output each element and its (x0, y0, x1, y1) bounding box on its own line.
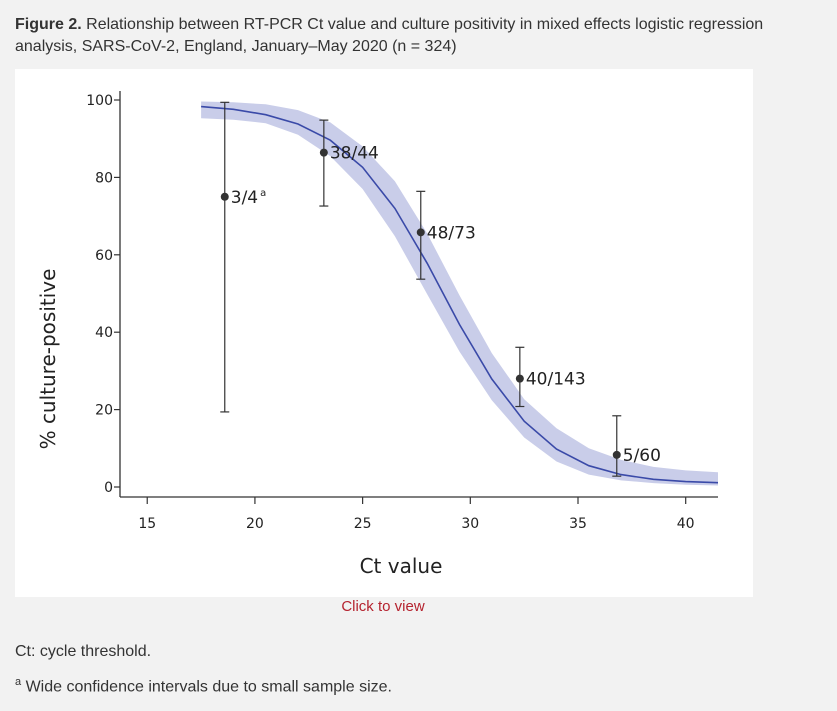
footnote-a-marker: a (15, 676, 22, 688)
data-point (515, 374, 524, 383)
figure-caption-text: Relationship between RT-PCR Ct value and… (15, 16, 764, 55)
footnote-a: a Wide confidence intervals due to small… (15, 676, 392, 696)
footnote-a-text: Wide confidence intervals due to small s… (25, 678, 392, 696)
data-point-note-marker: a (260, 188, 266, 199)
data-point (612, 450, 621, 459)
x-tick-label: 15 (138, 516, 156, 532)
x-tick-label: 40 (677, 516, 695, 532)
y-tick-label: 20 (95, 403, 113, 419)
y-tick-label: 100 (86, 93, 113, 109)
confidence-band (201, 101, 719, 486)
data-point (220, 192, 229, 201)
figure-panel[interactable]: 0 20 40 60 80 100 15 20 25 30 35 40 3/4 a 38/44 48/73 4… (15, 69, 753, 597)
y-tick-label: 0 (104, 480, 113, 496)
x-axis-label: Ct value (360, 554, 443, 578)
y-tick-label: 40 (95, 325, 113, 341)
x-tick-label: 25 (354, 516, 372, 532)
x-tick-label: 30 (461, 516, 479, 532)
data-point (416, 228, 425, 237)
confidence-band-layer (201, 101, 719, 486)
figure-caption: Figure 2. Relationship between RT-PCR Ct… (15, 14, 815, 58)
fit-line-layer (201, 105, 719, 484)
y-tick-label: 60 (95, 248, 113, 264)
data-point-label: 40/143 (526, 370, 586, 390)
data-point-label: 5/60 (623, 446, 661, 466)
data-points-layer: 3/4 a 38/44 48/73 40/143 5/60 (220, 101, 661, 477)
footnote-ct: Ct: cycle threshold. (15, 643, 152, 660)
click-to-view-link[interactable]: Click to view (341, 598, 425, 615)
axes-layer: 0 20 40 60 80 100 15 20 25 30 35 40 (86, 91, 718, 532)
fitted-curve (201, 105, 719, 484)
figure-label: Figure 2. (15, 16, 82, 33)
y-tick-label: 80 (95, 170, 113, 186)
chart-svg: 0 20 40 60 80 100 15 20 25 30 35 40 3/4 a 38/44 48/73 4… (36, 91, 719, 578)
data-point-label: 48/73 (427, 223, 476, 243)
y-axis-label: % culture-positive (36, 269, 60, 450)
data-point-label: 3/4 a (231, 188, 267, 208)
data-point-label: 38/44 (330, 144, 379, 164)
data-point (319, 148, 328, 157)
x-tick-label: 35 (569, 516, 587, 532)
x-tick-label: 20 (246, 516, 264, 532)
